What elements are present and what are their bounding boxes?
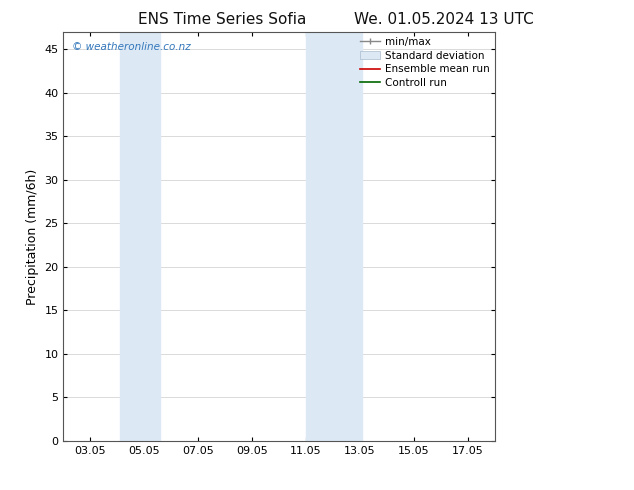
Text: We. 01.05.2024 13 UTC: We. 01.05.2024 13 UTC (354, 12, 534, 27)
Y-axis label: Precipitation (mm/6h): Precipitation (mm/6h) (26, 168, 39, 305)
Text: ENS Time Series Sofia: ENS Time Series Sofia (138, 12, 306, 27)
Legend: min/max, Standard deviation, Ensemble mean run, Controll run: min/max, Standard deviation, Ensemble me… (358, 35, 491, 90)
Bar (140, 32, 160, 441)
Text: © weatheronline.co.nz: © weatheronline.co.nz (72, 42, 191, 52)
Bar (306, 32, 326, 441)
Bar (326, 32, 363, 441)
Bar (120, 32, 140, 441)
